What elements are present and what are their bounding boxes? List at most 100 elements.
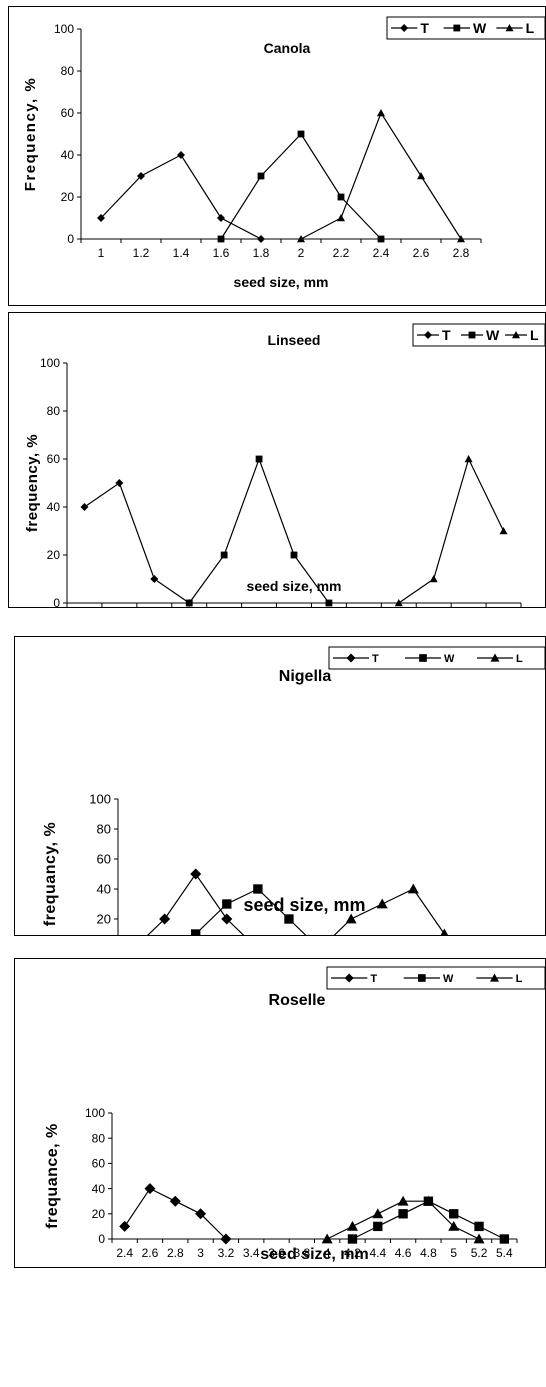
- legend-label-L: L: [526, 20, 535, 36]
- series-line-L: [326, 1200, 480, 1240]
- data-point-T: [137, 172, 145, 180]
- y-tick-label: 20: [92, 1207, 106, 1221]
- x-axis-title: seed size, mm: [234, 274, 329, 290]
- data-point-T: [80, 503, 89, 511]
- x-tick-label: 3: [197, 1246, 204, 1260]
- data-point-W: [185, 599, 193, 607]
- y-tick-label: 40: [92, 1182, 106, 1196]
- y-tick-label: 80: [92, 1131, 106, 1145]
- y-tick-label: 100: [40, 356, 60, 370]
- series-line-T: [147, 872, 245, 935]
- data-point-L: [407, 883, 419, 894]
- x-tick-label: 1: [98, 246, 105, 260]
- data-point-W: [253, 884, 263, 894]
- legend-marker-W: [453, 24, 461, 32]
- legend-marker-W: [468, 331, 476, 339]
- data-point-W: [290, 551, 298, 559]
- x-tick-label: 1.4: [173, 246, 190, 260]
- data-point-L: [429, 575, 438, 583]
- legend-label-W: W: [473, 20, 487, 36]
- series-T: [119, 1183, 232, 1245]
- data-point-W: [297, 130, 305, 138]
- data-point-T: [97, 214, 105, 222]
- data-point-W: [220, 551, 228, 559]
- series-L: [394, 455, 508, 607]
- data-point-T: [195, 1208, 207, 1220]
- data-point-L: [448, 1220, 460, 1231]
- y-axis-title: frequance, %: [44, 1123, 61, 1229]
- chart-nigella: 0204060801000.811.21.41.61.822.22.42.62.…: [42, 646, 545, 935]
- chart-panel-roselle: 0 20 40 60 80 100 2.4 2.6 2.8 3 3.2 3.4 3.6 3.8 4 4.2 4.…: [14, 958, 546, 1268]
- y-tick-label: 80: [47, 404, 61, 418]
- data-point-W: [222, 899, 232, 909]
- series-line-T: [100, 154, 262, 240]
- data-point-L: [345, 913, 357, 924]
- data-point-W: [257, 172, 265, 180]
- data-point-T: [220, 1233, 232, 1245]
- series-T: [97, 151, 265, 243]
- legend-label-W: W: [443, 973, 454, 985]
- data-point-T: [221, 913, 233, 925]
- x-tick-label: 1.8: [253, 246, 270, 260]
- series-line-W: [192, 888, 307, 935]
- y-tick-label: 60: [61, 106, 75, 120]
- data-point-T: [159, 913, 171, 925]
- chart-title: Roselle: [269, 992, 326, 1009]
- data-point-T: [169, 1195, 181, 1207]
- series-L: [333, 883, 448, 935]
- data-point-W: [191, 929, 201, 935]
- legend-marker-L: [490, 973, 499, 982]
- data-point-L: [376, 898, 388, 909]
- legend-label-L: L: [516, 653, 523, 665]
- y-tick-label: 0: [98, 1232, 105, 1246]
- y-tick-label: 0: [53, 596, 60, 607]
- legend-marker-T: [346, 653, 356, 663]
- data-point-L: [417, 172, 425, 180]
- x-tick-label: 2: [298, 246, 305, 260]
- series-L: [297, 109, 465, 243]
- y-tick-label: 60: [97, 852, 111, 867]
- data-point-L: [457, 235, 465, 243]
- data-point-T: [115, 479, 124, 487]
- x-tick-label: 2.6: [413, 246, 430, 260]
- data-point-W: [398, 1209, 408, 1219]
- legend-label-T: T: [372, 653, 379, 665]
- y-tick-label: 60: [92, 1157, 106, 1171]
- x-tick-label: 2.8: [453, 246, 470, 260]
- data-point-T: [190, 868, 202, 880]
- x-tick-label: 5: [450, 1246, 457, 1260]
- y-tick-label: 100: [85, 1106, 105, 1120]
- data-point-L: [372, 1208, 384, 1219]
- y-tick-label: 100: [89, 792, 111, 807]
- data-point-L: [297, 235, 305, 243]
- x-tick-label: 3.2: [218, 1246, 235, 1260]
- data-point-W: [373, 1221, 383, 1232]
- series-T: [147, 868, 245, 935]
- x-tick-label: 2.2: [333, 246, 350, 260]
- data-point-W: [284, 914, 294, 924]
- data-point-W: [347, 1234, 358, 1244]
- data-point-T: [150, 575, 159, 583]
- y-axis-title: frequency, %: [24, 434, 41, 532]
- series-line-T: [84, 482, 190, 604]
- legend-marker-L: [490, 653, 500, 662]
- x-tick-label: 4: [324, 1246, 331, 1260]
- y-tick-label: 80: [97, 822, 111, 837]
- x-axis-title: seed size, mm: [243, 895, 365, 915]
- data-point-L: [346, 1220, 358, 1231]
- y-tick-label: 60: [47, 452, 61, 466]
- y-axis-title: Frequency, %: [22, 77, 39, 191]
- chart-panel-canola: 0 20 40 60 80 100 1 1.2 1.4 1.6 1.8 2 2.2 2.4 2.6 2.8 Ca…: [8, 6, 546, 306]
- chart-title: Linseed: [268, 332, 321, 348]
- y-tick-label: 20: [61, 190, 75, 204]
- data-point-L: [440, 928, 448, 935]
- series-W: [185, 455, 333, 607]
- legend-label-W: W: [444, 653, 455, 665]
- y-axis-title: frequancy, %: [42, 822, 59, 926]
- series-line-L: [398, 457, 505, 604]
- series-line-W: [220, 133, 382, 240]
- series-W: [191, 884, 307, 935]
- chart-panel-linseed: 0204060801000.711.31.61.92.22.52.83.13.4…: [8, 312, 546, 608]
